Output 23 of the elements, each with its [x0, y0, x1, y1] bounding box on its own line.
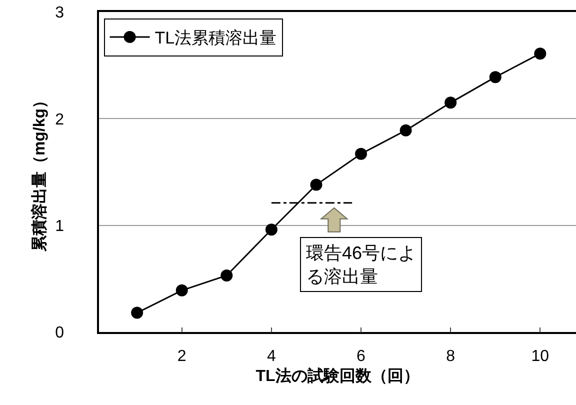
point — [310, 178, 322, 191]
x-tick-label: 8 — [446, 348, 456, 365]
point — [400, 124, 412, 136]
y-tick-label: 2 — [55, 111, 64, 128]
point — [220, 269, 233, 282]
x-tick-label: 6 — [356, 348, 366, 365]
y-tick-label: 1 — [55, 218, 64, 235]
y-axis-title: 累積溶出量（mg/kg） — [30, 92, 49, 253]
annotation: 環告46号による溶出量 — [306, 243, 416, 286]
point — [355, 148, 368, 160]
point — [489, 71, 502, 84]
point — [534, 48, 546, 60]
x-tick-label: 4 — [266, 348, 276, 365]
y-tick-label: 3 — [55, 4, 64, 22]
y-tick-label: 0 — [55, 324, 64, 342]
point — [444, 96, 457, 109]
legend-label: TL法累積溶出量 — [154, 28, 277, 48]
x-axis-title: TL法の試験回数（回） — [256, 367, 420, 386]
x-tick-label: 10 — [531, 348, 550, 365]
x-tick-label: 2 — [177, 348, 186, 365]
point — [265, 224, 278, 236]
point — [176, 284, 188, 296]
point — [131, 306, 144, 319]
